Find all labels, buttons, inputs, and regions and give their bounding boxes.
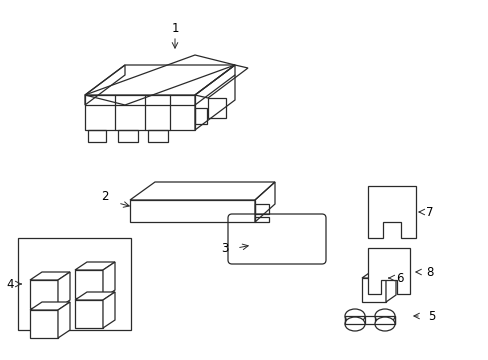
- Bar: [254, 204, 268, 214]
- Bar: [88, 130, 106, 142]
- Polygon shape: [30, 310, 58, 338]
- Polygon shape: [75, 292, 115, 300]
- Polygon shape: [58, 302, 70, 338]
- Bar: [195, 108, 206, 124]
- Polygon shape: [30, 302, 70, 310]
- Text: 6: 6: [395, 271, 403, 284]
- Text: 5: 5: [427, 310, 435, 323]
- Text: 7: 7: [426, 206, 433, 219]
- Text: 1: 1: [171, 22, 179, 35]
- Polygon shape: [103, 262, 115, 298]
- Bar: [254, 217, 268, 222]
- Bar: [207, 98, 225, 118]
- Polygon shape: [367, 186, 415, 238]
- Bar: [345, 316, 394, 324]
- Polygon shape: [385, 271, 395, 302]
- Polygon shape: [75, 300, 103, 328]
- Polygon shape: [361, 271, 395, 278]
- Text: 2: 2: [101, 190, 108, 203]
- Polygon shape: [75, 262, 115, 270]
- Ellipse shape: [374, 309, 394, 323]
- Polygon shape: [103, 292, 115, 328]
- Polygon shape: [361, 278, 385, 302]
- Ellipse shape: [374, 317, 394, 331]
- Bar: [148, 130, 168, 142]
- Ellipse shape: [345, 309, 364, 323]
- Polygon shape: [367, 248, 409, 294]
- Ellipse shape: [345, 317, 364, 331]
- Bar: [18, 238, 131, 330]
- Text: 3: 3: [221, 242, 228, 255]
- Polygon shape: [58, 272, 70, 308]
- Bar: [118, 130, 138, 142]
- Polygon shape: [30, 272, 70, 280]
- Text: 4: 4: [6, 278, 14, 291]
- Polygon shape: [30, 280, 58, 308]
- Polygon shape: [75, 270, 103, 298]
- Text: 8: 8: [426, 266, 433, 279]
